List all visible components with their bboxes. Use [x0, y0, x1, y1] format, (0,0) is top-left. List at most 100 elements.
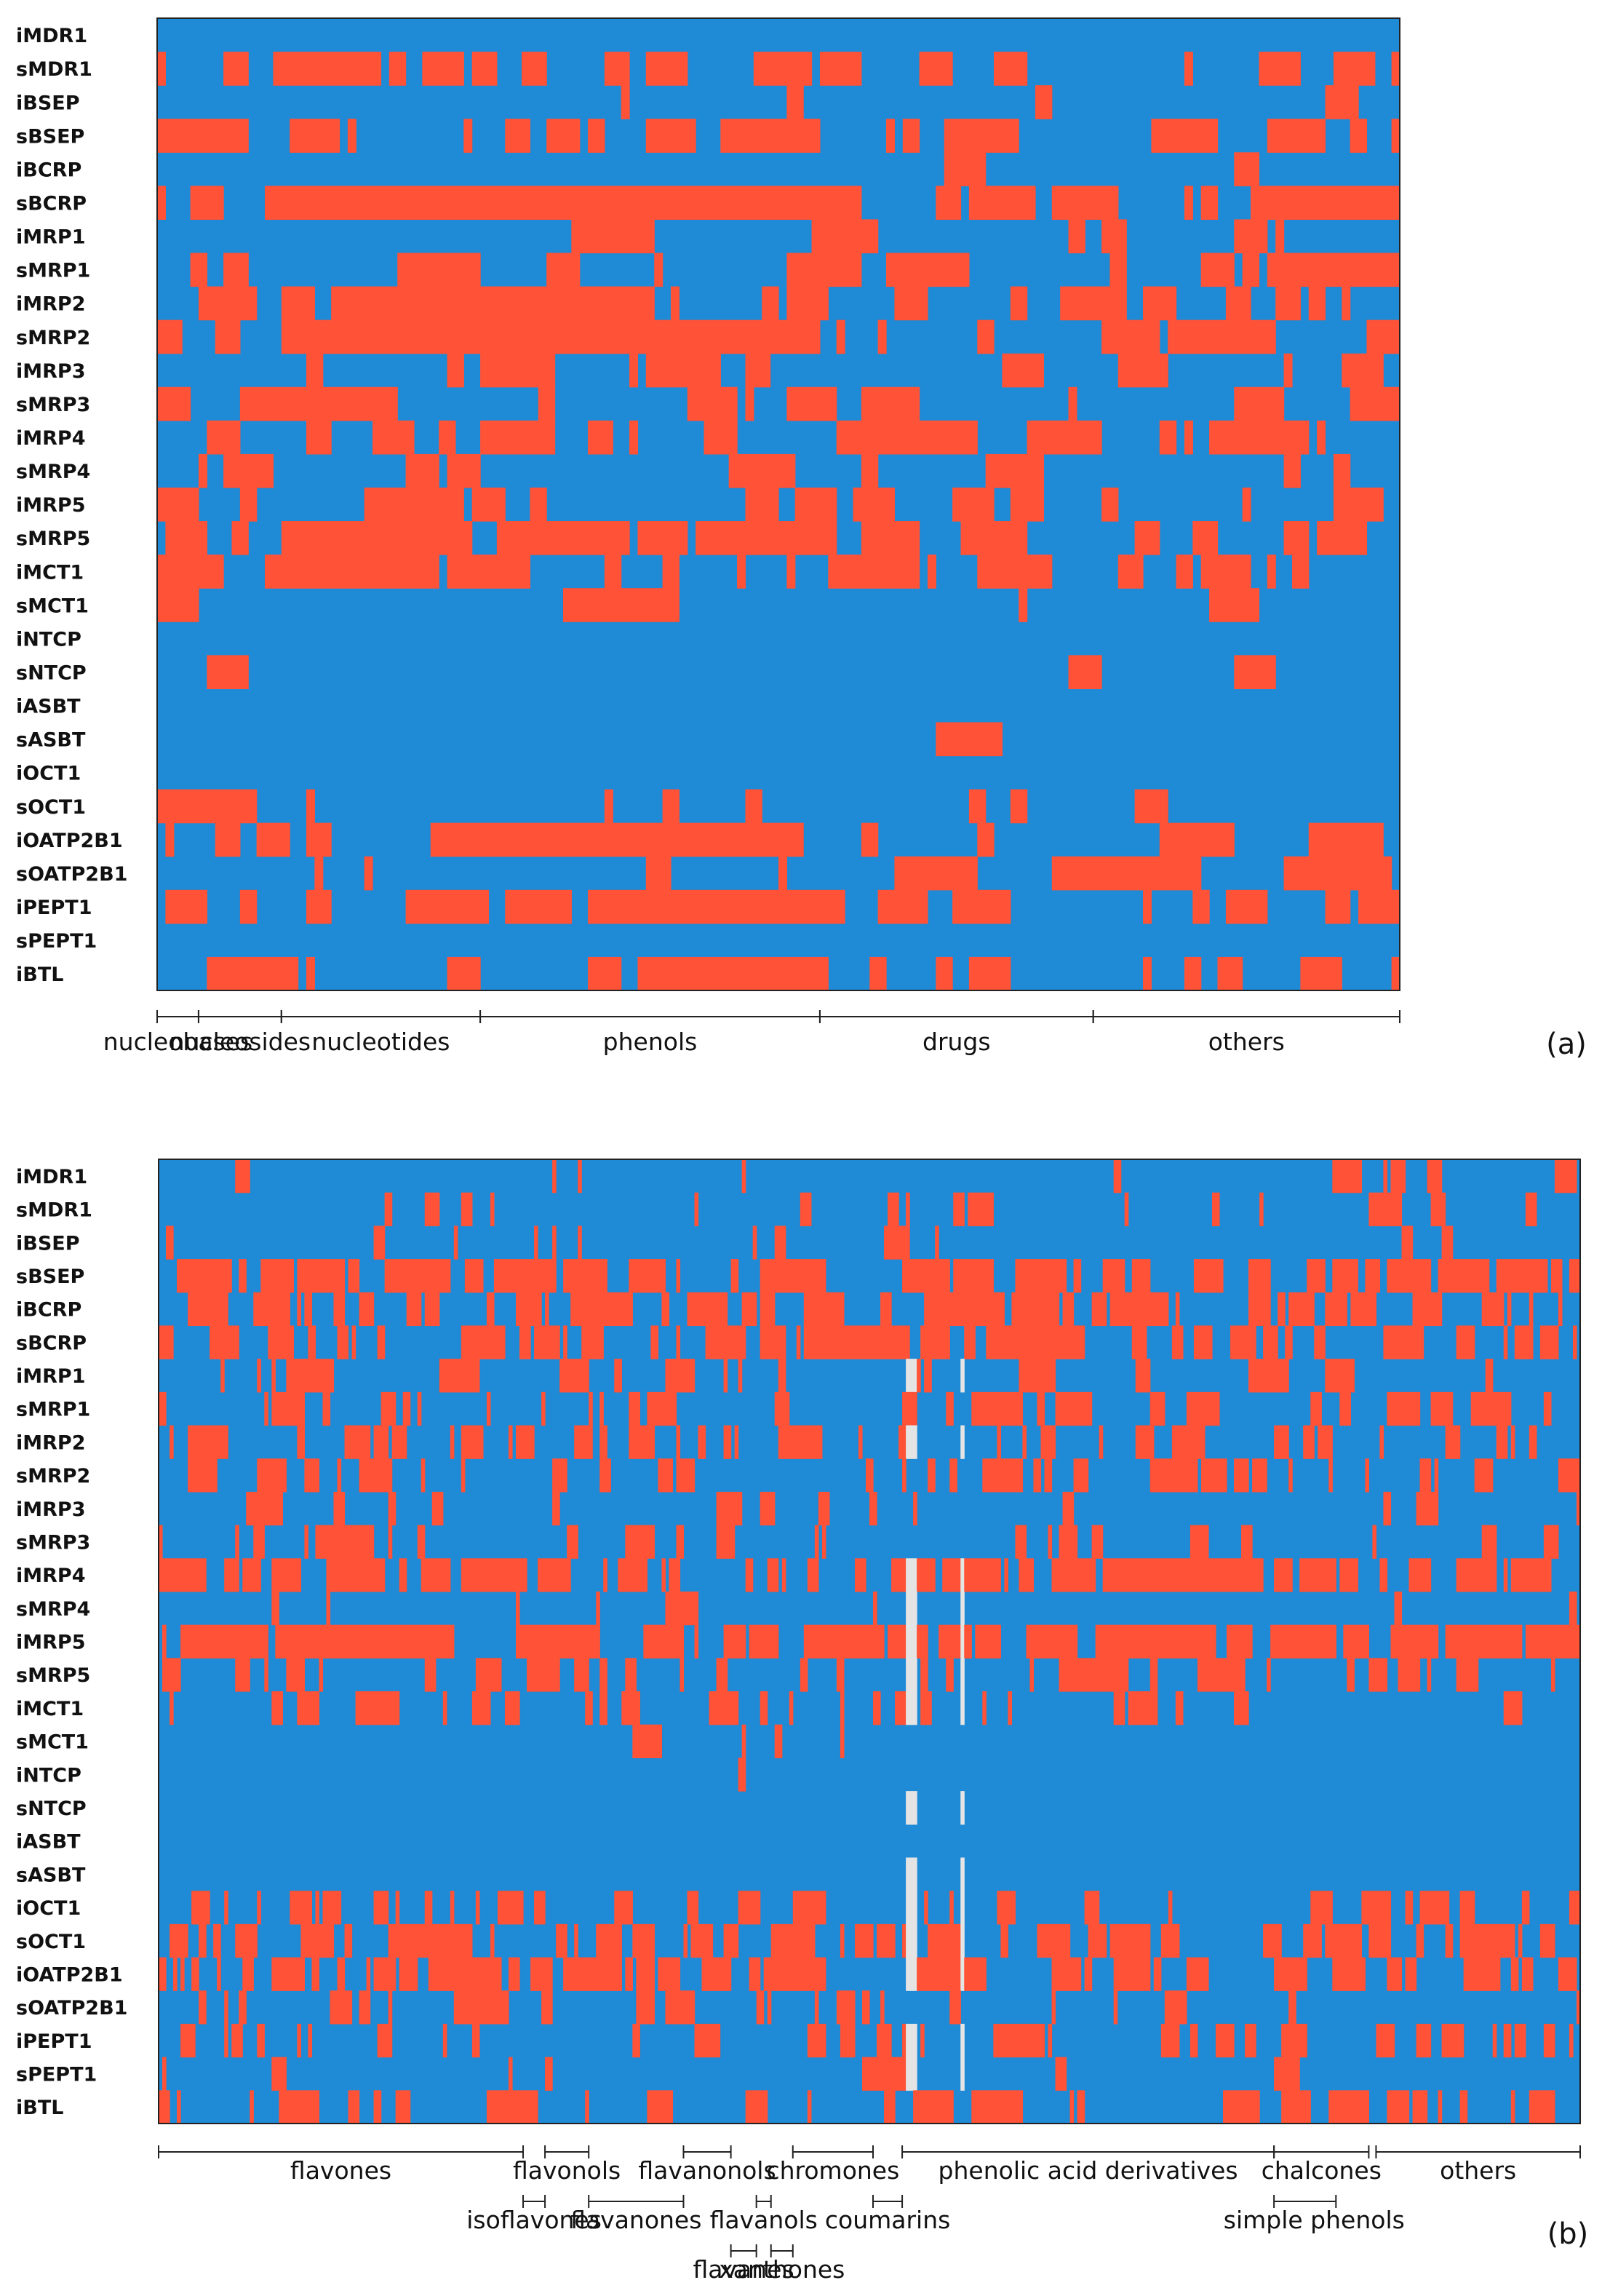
heatmap-cell-active: [774, 1226, 786, 1260]
heatmap-cell-missing: [960, 1658, 965, 1692]
heatmap-cell-missing: [906, 1891, 917, 1925]
heatmap-cell-active: [621, 85, 630, 119]
heatmap-cell-active: [920, 1325, 950, 1359]
heatmap-cell-active: [1325, 1359, 1355, 1393]
heatmap-cell-active: [1514, 2023, 1526, 2058]
heatmap-cell-active: [1222, 2090, 1260, 2124]
heatmap-cell-active: [264, 1391, 268, 1426]
heatmap-cell-active: [632, 1724, 663, 1759]
heatmap-cell-active: [159, 1525, 163, 1559]
row-label-smct1: sMCT1: [16, 595, 89, 617]
heatmap-cell-active: [942, 1558, 961, 1592]
heatmap-cell-active: [1113, 1957, 1151, 1991]
row-label-soatp2b1: sOATP2B1: [16, 863, 127, 886]
heatmap-cell-active: [821, 1525, 826, 1559]
heatmap-cell-active: [902, 1458, 906, 1493]
heatmap-cell-active: [306, 822, 332, 857]
heatmap-cell-active: [1510, 1957, 1519, 1991]
heatmap-cell-active: [162, 1624, 167, 1659]
heatmap-cell-active: [159, 1325, 174, 1359]
heatmap-cell-active: [880, 1990, 885, 2025]
row-label-imrp4: iMRP4: [16, 1565, 86, 1587]
heatmap-cell-active: [170, 1425, 174, 1459]
heatmap-cell-active: [199, 1990, 207, 2025]
heatmap-cell-active: [861, 822, 879, 857]
heatmap-cell-active: [297, 1425, 306, 1459]
heatmap-cell-active: [716, 1658, 728, 1692]
heatmap-cell-active: [242, 1957, 254, 1991]
heatmap-cell-active: [873, 1691, 881, 1725]
heatmap-cell-active: [417, 1391, 422, 1426]
heatmap-cell-active: [1200, 555, 1251, 589]
heatmap-cell-active: [1325, 889, 1351, 924]
heatmap-cell-active: [493, 1259, 557, 1293]
heatmap-cell-active: [698, 1425, 706, 1459]
heatmap-cell-active: [1274, 1558, 1293, 1592]
heatmap-cell-active: [207, 420, 241, 455]
heatmap-cell-active: [753, 52, 813, 86]
heatmap-cell-active: [1189, 2023, 1198, 2058]
heatmap-cell-active: [1131, 1259, 1151, 1293]
heatmap-cell-active: [1317, 420, 1326, 455]
heatmap-cell-active: [326, 1591, 331, 1626]
heatmap-cell-active: [1164, 1990, 1187, 2025]
heatmap-cell-active: [1160, 2023, 1180, 2058]
heatmap-cell-active: [545, 1292, 549, 1327]
heatmap-cell-active: [1274, 1425, 1289, 1459]
heatmap-cell-active: [1314, 1325, 1326, 1359]
heatmap-cell-active: [818, 1491, 830, 1526]
heatmap-cell-active: [738, 1757, 746, 1792]
heatmap-cell-active: [257, 2023, 265, 2058]
heatmap-cell-active: [1427, 1159, 1443, 1193]
heatmap-cell-active: [1569, 2023, 1574, 2058]
heatmap-cell-active: [1412, 2090, 1428, 2124]
heatmap-cell-active: [1283, 521, 1310, 555]
heatmap-cell-active: [778, 1425, 823, 1459]
heatmap-cell-active: [508, 1425, 513, 1459]
heatmap-cell-active: [745, 789, 762, 824]
heatmap-cell-active: [880, 1292, 892, 1327]
heatmap-cell-active: [760, 1259, 826, 1293]
heatmap-cell-active: [1160, 1923, 1180, 1958]
heatmap-cell-active: [1171, 1325, 1184, 1359]
heatmap-cell-active: [271, 1558, 301, 1592]
heatmap-cell-active: [1283, 353, 1293, 388]
heatmap-cell-active: [1101, 219, 1127, 254]
heatmap-cell-active: [599, 1691, 607, 1725]
heatmap-cell-active: [1073, 1259, 1082, 1293]
heatmap-cell-active: [223, 52, 249, 86]
heatmap-cell-active: [223, 453, 274, 488]
heatmap-cell-active: [508, 1957, 520, 1991]
heatmap-cell-active: [286, 1658, 306, 1692]
heatmap-cell-active: [902, 1391, 917, 1426]
heatmap-cell-active: [311, 1957, 320, 1991]
heatmap-cell-active: [574, 1923, 578, 1958]
heatmap-cell-active: [637, 956, 829, 991]
heatmap-cell-active: [486, 1292, 495, 1327]
heatmap-cell-active: [253, 1292, 290, 1327]
heatmap-cell-active: [1168, 319, 1276, 354]
heatmap-cell-missing: [960, 1923, 965, 1958]
heatmap-cell-active: [522, 52, 547, 86]
heatmap-cell-active: [1391, 52, 1400, 86]
heatmap-cell-active: [645, 52, 688, 86]
heatmap-cell-active: [629, 353, 639, 388]
heatmap-cell-active: [1217, 956, 1243, 991]
heatmap-cell-active: [505, 119, 530, 153]
heatmap-cell-active: [588, 119, 605, 153]
heatmap-cell-active: [588, 420, 613, 455]
heatmap-cell-active: [1539, 1923, 1555, 1958]
heatmap-cell-active: [1299, 1558, 1336, 1592]
heatmap-cell-active: [861, 1990, 870, 2025]
heatmap-cell-active: [1379, 1558, 1388, 1592]
heatmap-cell-active: [807, 2090, 812, 2124]
heatmap-cell-active: [854, 1923, 874, 1958]
heatmap-cell-active: [578, 1226, 582, 1260]
heatmap-cell-active: [902, 2023, 906, 2058]
heatmap-cell-active: [836, 319, 845, 354]
heatmap-cell-active: [402, 1391, 411, 1426]
heatmap-cell-active: [1325, 1923, 1362, 1958]
heatmap-cell-active: [1184, 420, 1193, 455]
heatmap-cell-active: [1029, 1658, 1035, 1692]
row-label-intcp: iNTCP: [16, 1764, 81, 1787]
